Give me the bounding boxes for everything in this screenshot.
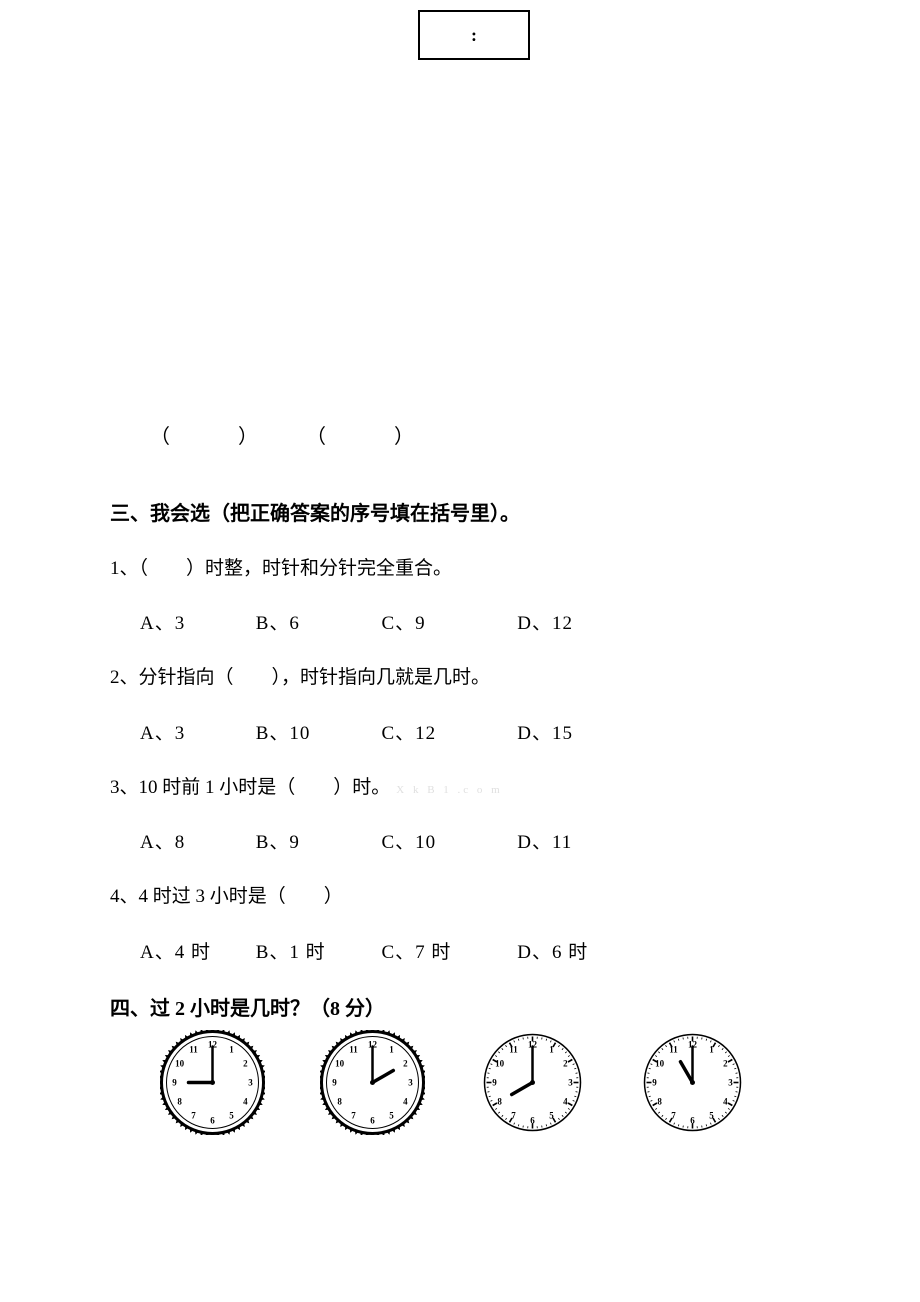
- q3-options: A、8 B、9 C、10 D、11: [110, 827, 810, 854]
- svg-text:2: 2: [403, 1059, 408, 1069]
- top-box-label: :: [471, 25, 477, 46]
- q2-option-b: B、10: [256, 718, 376, 745]
- svg-text:7: 7: [511, 1110, 516, 1120]
- q2-option-a: A、3: [140, 718, 250, 745]
- svg-text:5: 5: [229, 1110, 234, 1120]
- q3-option-b: B、9: [256, 827, 376, 854]
- svg-text:4: 4: [563, 1097, 568, 1107]
- svg-text:10: 10: [495, 1059, 505, 1069]
- clock-1: 123456789101112: [160, 1030, 265, 1135]
- q3-option-c: C、10: [382, 827, 512, 854]
- q1-text: 1、（ ）时整，时针和分针完全重合。: [110, 554, 810, 584]
- svg-text:11: 11: [669, 1045, 678, 1055]
- q2-options: A、3 B、10 C、12 D、15: [110, 718, 810, 745]
- q4-text: 4、4 时过 3 小时是（ ）: [110, 882, 810, 912]
- svg-text:6: 6: [370, 1116, 375, 1126]
- svg-text:10: 10: [655, 1059, 665, 1069]
- svg-text:8: 8: [497, 1097, 502, 1107]
- svg-text:10: 10: [335, 1059, 345, 1069]
- svg-text:10: 10: [175, 1059, 185, 1069]
- top-box: :: [418, 10, 530, 60]
- svg-text:3: 3: [408, 1078, 413, 1088]
- svg-text:1: 1: [709, 1045, 714, 1055]
- q1-option-a: A、3: [140, 608, 250, 635]
- clock-3: 123456789101112: [480, 1030, 585, 1135]
- q1-option-d: D、12: [517, 608, 627, 635]
- q3-text: 3、10 时前 1 小时是（ ）时。 X k B 1 .c o m: [110, 773, 810, 803]
- q4-option-d: D、6 时: [517, 937, 627, 964]
- q3-option-d: D、11: [517, 827, 627, 854]
- q3-text-main: 3、10 时前 1 小时是（ ）时。: [110, 777, 390, 798]
- section-3-heading: 三、我会选（把正确答案的序号填在括号里）。: [110, 497, 810, 526]
- q3-watermark: X k B 1 .c o m: [396, 784, 502, 796]
- svg-text:3: 3: [568, 1078, 573, 1088]
- q4-option-b: B、1 时: [256, 937, 376, 964]
- svg-text:5: 5: [389, 1110, 394, 1120]
- svg-text:1: 1: [389, 1045, 394, 1055]
- blank-parentheses-row: （ ） （ ）: [110, 420, 810, 449]
- clock-2: 123456789101112: [320, 1030, 425, 1135]
- svg-text:3: 3: [248, 1078, 253, 1088]
- q1-option-b: B、6: [256, 608, 376, 635]
- svg-text:6: 6: [210, 1116, 215, 1126]
- svg-text:5: 5: [549, 1110, 554, 1120]
- q4-option-c: C、7 时: [382, 937, 512, 964]
- svg-text:6: 6: [690, 1116, 695, 1126]
- svg-text:7: 7: [671, 1110, 676, 1120]
- svg-text:2: 2: [243, 1059, 248, 1069]
- svg-text:8: 8: [657, 1097, 662, 1107]
- svg-text:7: 7: [351, 1110, 356, 1120]
- svg-text:2: 2: [563, 1059, 568, 1069]
- svg-text:3: 3: [728, 1078, 733, 1088]
- q4-options: A、4 时 B、1 时 C、7 时 D、6 时: [110, 937, 810, 964]
- section-4-heading: 四、过 2 小时是几时？（8 分）: [110, 992, 810, 1021]
- svg-text:4: 4: [403, 1097, 408, 1107]
- svg-text:1: 1: [549, 1045, 554, 1055]
- svg-text:6: 6: [530, 1116, 535, 1126]
- svg-text:4: 4: [243, 1097, 248, 1107]
- svg-text:7: 7: [191, 1110, 196, 1120]
- q2-option-d: D、15: [517, 718, 627, 745]
- svg-text:5: 5: [709, 1110, 714, 1120]
- svg-text:4: 4: [723, 1097, 728, 1107]
- svg-text:11: 11: [349, 1045, 358, 1055]
- document-content: （ ） （ ） 三、我会选（把正确答案的序号填在括号里）。 1、（ ）时整，时针…: [110, 420, 810, 1049]
- q1-options: A、3 B、6 C、9 D、12: [110, 608, 810, 635]
- svg-text:9: 9: [652, 1078, 657, 1088]
- q2-option-c: C、12: [382, 718, 512, 745]
- svg-text:11: 11: [509, 1045, 518, 1055]
- svg-text:9: 9: [172, 1078, 177, 1088]
- svg-text:8: 8: [337, 1097, 342, 1107]
- clock-4: 123456789101112: [640, 1030, 745, 1135]
- svg-text:11: 11: [189, 1045, 198, 1055]
- q1-option-c: C、9: [382, 608, 512, 635]
- svg-text:1: 1: [229, 1045, 234, 1055]
- q3-option-a: A、8: [140, 827, 250, 854]
- q2-text: 2、分针指向（ ），时针指向几就是几时。: [110, 663, 810, 693]
- svg-text:9: 9: [332, 1078, 337, 1088]
- svg-text:2: 2: [723, 1059, 728, 1069]
- q4-option-a: A、4 时: [140, 937, 250, 964]
- clocks-row: 1234567891011121234567891011121234567891…: [160, 1030, 745, 1135]
- svg-text:9: 9: [492, 1078, 497, 1088]
- svg-text:8: 8: [177, 1097, 182, 1107]
